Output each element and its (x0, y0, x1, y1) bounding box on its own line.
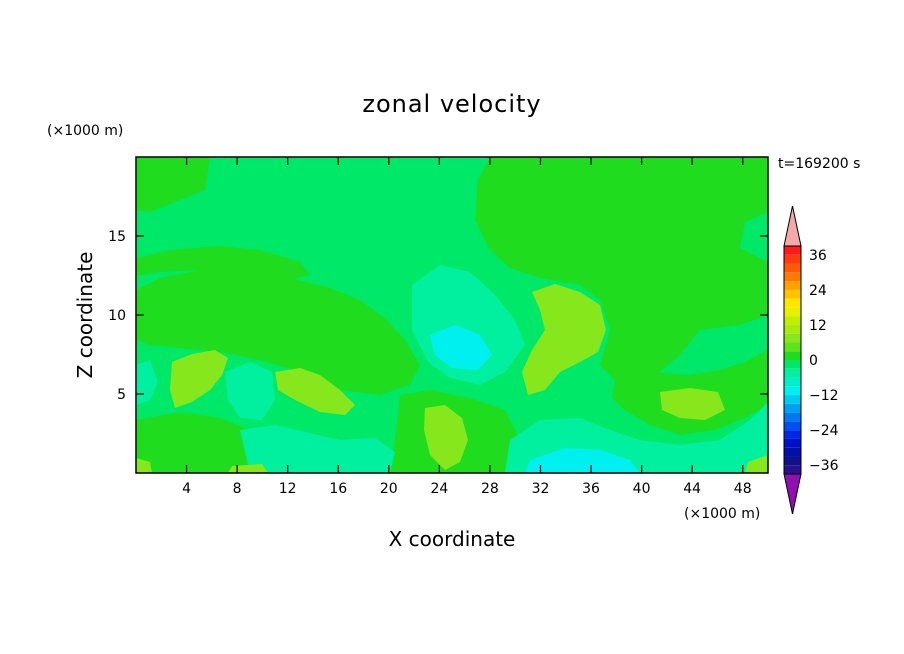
region-cyan-bottom-core (525, 448, 640, 473)
colorbar-tick-label: −12 (809, 388, 839, 404)
colorbar-segment (784, 412, 801, 422)
colorbar-segment (784, 465, 801, 474)
z-tick-label: 5 (117, 387, 126, 403)
x-tick-label: 40 (633, 481, 651, 497)
colorbar-segment (784, 333, 801, 343)
region-bottom-left (136, 412, 265, 473)
colorbar-under-triangle (783, 473, 802, 515)
x-axis-title: X coordinate (389, 527, 516, 551)
colorbar-tick-label: 24 (809, 283, 827, 299)
chart-title: zonal velocity (362, 90, 541, 118)
colorbar-segment (784, 351, 801, 360)
colorbar-tick-label: −24 (809, 423, 839, 439)
colorbar-segment (784, 289, 801, 299)
x-tick-label: 12 (279, 481, 297, 497)
x-tick-label: 28 (481, 481, 499, 497)
x-tick-label: 8 (233, 481, 242, 497)
colorbar-segment (784, 342, 801, 352)
region-upper-left (136, 157, 210, 212)
x-unit-label: (×1000 m) (684, 506, 760, 522)
x-tick-label: 36 (582, 481, 600, 497)
colorbar: 36 24 12 0 −12 −24 −36 (783, 205, 839, 515)
x-tick-label: 48 (734, 481, 752, 497)
colorbar-segment (784, 438, 801, 448)
colorbar-segment (784, 272, 801, 282)
colorbar-segment (784, 368, 801, 378)
x-axis-ticks: 4 8 12 16 20 24 28 32 36 40 44 48 (182, 157, 752, 497)
colorbar-segment (784, 246, 801, 255)
colorbar-segment (784, 281, 801, 290)
time-label: t=169200 s (778, 156, 860, 172)
z-axis-ticks: 5 10 15 (108, 229, 768, 403)
x-tick-label: 24 (430, 481, 448, 497)
z-axis-title: Z coordinate (73, 252, 97, 379)
colorbar-tick-label: 12 (809, 318, 827, 334)
colorbar-segment (784, 377, 801, 387)
z-unit-label: (×1000 m) (47, 123, 123, 139)
colorbar-segment (784, 263, 801, 273)
z-tick-label: 15 (108, 229, 126, 245)
x-tick-label: 16 (329, 481, 347, 497)
x-tick-label: 4 (182, 481, 191, 497)
patch-right-yellow (522, 284, 606, 395)
patch-bottom-yellow (424, 405, 468, 470)
region-mid-band (136, 268, 420, 395)
colorbar-segment (784, 403, 801, 413)
x-tick-label: 20 (380, 481, 398, 497)
patch-yellow-dot (288, 374, 308, 396)
colorbar-segment (784, 386, 801, 396)
x-tick-label: 32 (532, 481, 550, 497)
colorbar-tick-label: 0 (809, 353, 818, 369)
colorbar-tick-label: 36 (809, 248, 827, 264)
colorbar-segment (784, 421, 801, 431)
strip-bottom-left (136, 458, 152, 473)
colorbar-segment (784, 456, 801, 466)
colorbar-segment (784, 360, 801, 369)
contour-field (136, 157, 768, 473)
strip-bottom-right (745, 455, 768, 473)
patch-left-yellow (170, 350, 228, 408)
region-cyan-bottom-left (240, 425, 395, 473)
colorbar-tick-label: −36 (809, 458, 839, 474)
colorbar-segment (784, 324, 801, 334)
colorbar-segment (784, 307, 801, 317)
strip-bottom-mid (228, 464, 268, 473)
region-cyan-left-mid (225, 362, 275, 420)
colorbar-segment (784, 316, 801, 325)
colorbar-segment (784, 430, 801, 439)
colorbar-segment (784, 447, 801, 457)
region-upper-right (475, 157, 768, 385)
patch-right-yellow-small (660, 388, 725, 420)
x-tick-label: 44 (683, 481, 701, 497)
colorbar-segment (784, 298, 801, 308)
region-cyan-core (430, 325, 492, 370)
colorbar-frame (783, 245, 802, 475)
colorbar-segment (784, 395, 801, 404)
z-tick-label: 10 (108, 308, 126, 324)
colorbar-segment (784, 254, 801, 264)
region-upper-band (136, 246, 310, 282)
colorbar-over-triangle (783, 205, 802, 247)
